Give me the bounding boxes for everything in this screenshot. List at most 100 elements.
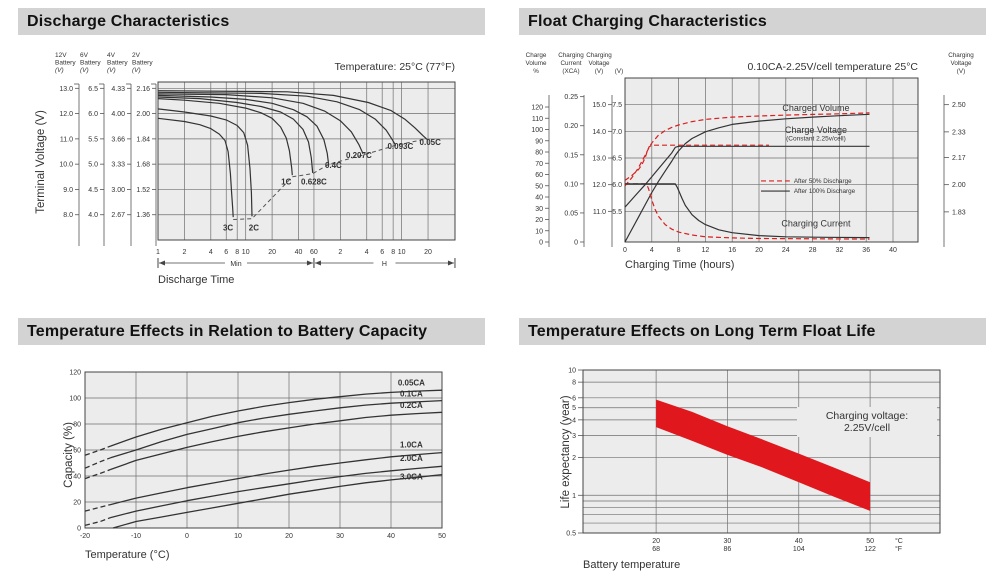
axis-header: Battery — [55, 60, 76, 67]
tick-label: 1.36 — [136, 212, 150, 219]
capacity-rate-label: 1.0CA — [400, 440, 423, 449]
panel-title-temp-capacity-text: Temperature Effects in Relation to Batte… — [27, 322, 428, 340]
float-left-axis-v: (V) 5.5 6.0 6.5 7.0 7.5 — [612, 68, 623, 216]
tick-label: 8.0 — [63, 212, 73, 219]
tick-label: 1.68 — [136, 162, 150, 169]
axis-header: (V) — [80, 67, 89, 74]
capacity-curve-dash-0.05CA — [84, 445, 111, 456]
discharge-rate-label: 0.628C — [301, 178, 327, 187]
tick-label: 90 — [535, 138, 543, 145]
discharge-curve-1C — [157, 98, 293, 176]
tick-label: 122 — [864, 546, 876, 553]
y-axis-title: Life expectancy (year) — [560, 395, 572, 508]
tick-label: 0.05 — [564, 210, 578, 217]
tick-label: 110 — [532, 116, 543, 123]
tick-label: 10.0 — [59, 162, 73, 169]
chart-shape — [84, 371, 443, 529]
x-axis-title: Temperature (°C) — [85, 549, 169, 561]
panel-title-discharge: Discharge Characteristics — [18, 8, 485, 35]
chart-shape — [306, 260, 313, 266]
discharge-curve-0.207C — [157, 93, 364, 155]
tick-label: 0 — [574, 240, 578, 247]
tick-label: 2.17 — [952, 155, 966, 162]
tick-label: 30 — [535, 206, 543, 213]
tick-label: 120 — [531, 105, 543, 112]
axis-header: Charging — [586, 52, 612, 59]
tick-label: 0.20 — [564, 123, 578, 130]
tick-label: 20 — [73, 500, 81, 507]
tick-label: 10 — [234, 533, 242, 540]
tick-label: 28 — [809, 247, 817, 254]
tick-label: 24 — [782, 247, 790, 254]
tick-label: 2.67 — [111, 212, 125, 219]
tick-label: 6.5 — [88, 86, 98, 93]
panel-title-discharge-text: Discharge Characteristics — [27, 12, 230, 30]
tick-label: 2.00 — [952, 182, 966, 189]
float-curve-charge-voltage-100 — [624, 145, 870, 208]
tick-label: 6.0 — [612, 182, 622, 189]
tick-label: 20 — [268, 249, 276, 256]
axis-header: 2V — [132, 52, 141, 59]
tick-label: 40 — [795, 538, 803, 545]
tick-label: 50 — [866, 538, 874, 545]
time-unit-markers: Min H — [157, 258, 456, 268]
tick-label: -20 — [80, 533, 90, 540]
tick-label: 10 — [398, 249, 406, 256]
tick-label: 11.0 — [60, 136, 73, 143]
annotation-backdrop — [797, 407, 937, 437]
axis-header: (V) — [615, 68, 623, 75]
capacity-curve-3.0CA — [112, 474, 443, 529]
float-plot-area — [625, 78, 918, 242]
tick-label: 70 — [535, 161, 543, 168]
float-series — [624, 112, 870, 243]
chart-shape — [159, 260, 165, 266]
capacity-curve-2.0CA — [110, 465, 443, 519]
tick-label: 0 — [77, 526, 81, 533]
tick-label: 10 — [568, 368, 576, 375]
tick-label: 6 — [572, 395, 576, 402]
tick-label: 10 — [535, 228, 543, 235]
tick-label: 30 — [724, 538, 732, 545]
capacity-curve-1.0CA — [110, 451, 443, 506]
in-plot-label: Charge Voltage — [785, 125, 847, 135]
tick-label: 9.0 — [63, 187, 73, 194]
tick-label: 104 — [793, 546, 805, 553]
tick-label: 36 — [862, 247, 870, 254]
tick-label: 80 — [535, 150, 543, 157]
tick-label: 8 — [391, 249, 395, 256]
axis-header: 12V — [55, 52, 67, 59]
tick-label: 12.0 — [59, 111, 73, 118]
tick-label: 1.84 — [136, 136, 150, 143]
tick-label: 5.5 — [612, 209, 622, 216]
tick-label: 13.0 — [592, 156, 606, 163]
tick-label: 2.16 — [136, 86, 150, 93]
capacity-curve-dash-0.2CA — [84, 468, 111, 480]
tick-label: 6 — [224, 249, 228, 256]
discharge-curve-3C — [157, 117, 234, 218]
axis-header: 6V — [80, 52, 89, 59]
discharge-plot-area — [158, 82, 455, 240]
tick-label: 5.5 — [88, 136, 98, 143]
axis-header: (V) — [107, 67, 116, 74]
discharge-rate-label: 1C — [281, 178, 291, 187]
axis-header: Voltage — [950, 60, 972, 67]
capacity-rate-label: 2.0CA — [400, 454, 423, 463]
tick-label: 20 — [424, 249, 432, 256]
legend-label: After 50% Discharge — [794, 178, 852, 185]
x-axis-title: Charging Time (hours) — [625, 259, 734, 271]
tick-label: 14.0 — [592, 129, 606, 136]
panel-title-float-charging: Float Charging Characteristics — [519, 8, 986, 35]
tick-label: 0.5 — [566, 531, 576, 538]
range-label: Min — [230, 261, 241, 268]
tick-label: 30 — [336, 533, 344, 540]
tick-label: 5.0 — [88, 162, 98, 169]
panel-title-float-life: Temperature Effects on Long Term Float L… — [519, 318, 986, 345]
tick-label: 1.52 — [136, 187, 150, 194]
discharge-rate-label: 0.207C — [346, 151, 372, 160]
axis-header: Charging — [948, 52, 974, 59]
end-of-discharge-line — [233, 138, 427, 220]
tick-label: 86 — [724, 546, 732, 553]
